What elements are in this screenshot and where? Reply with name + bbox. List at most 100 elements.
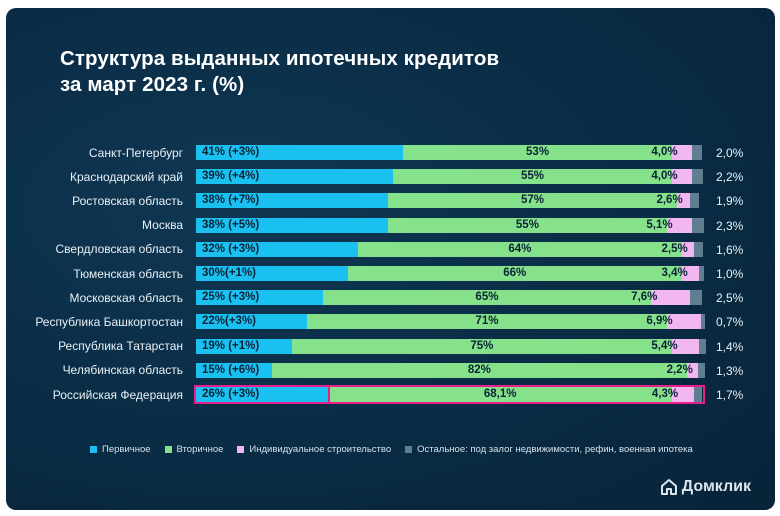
other-value-label: 0,7% — [716, 315, 744, 330]
primary-value-label: 30%(+1%) — [202, 267, 257, 279]
individual-bar — [681, 266, 699, 281]
other-bar — [691, 145, 702, 160]
primary-value-label: 38% (+5%) — [202, 218, 260, 231]
other-bar — [689, 193, 700, 209]
secondary-value-label: 66% — [503, 267, 527, 279]
legend-label: Индивидуальное строительство — [249, 443, 392, 455]
other-bar — [698, 266, 704, 281]
legend-label: Первичное — [102, 443, 151, 455]
individual-value-label: 2,2% — [666, 363, 693, 376]
individual-bar — [671, 145, 692, 160]
primary-bar — [196, 145, 404, 160]
individual-value-label: 4,0% — [651, 146, 678, 158]
highlight-divider — [327, 386, 330, 403]
other-value-label: 1,6% — [716, 242, 744, 257]
category-label: Ростовская область — [72, 193, 183, 208]
individual-value-label: 4,3% — [651, 388, 679, 400]
secondary-bar — [393, 169, 672, 185]
primary-value-label: 25% (+3%) — [202, 291, 260, 304]
secondary-value-label: 75% — [470, 339, 494, 352]
secondary-value-label: 55% — [520, 170, 544, 183]
other-bar — [691, 169, 703, 185]
category-label: Московская область — [69, 290, 183, 305]
legend-item: Первичное — [90, 444, 151, 455]
category-label: Челябинская область — [62, 363, 183, 378]
other-value-label: 2,2% — [716, 170, 744, 185]
other-bar — [693, 387, 703, 402]
individual-bar — [666, 314, 702, 330]
primary-bar — [196, 241, 358, 257]
secondary-value-label: 57% — [520, 194, 544, 207]
individual-value-label: 5,4% — [651, 339, 678, 352]
other-value-label: 1,0% — [716, 267, 744, 281]
secondary-value-label: 64% — [508, 242, 532, 255]
secondary-bar — [271, 362, 687, 378]
other-value-label: 1,7% — [716, 388, 744, 402]
primary-value-label: 41% (+3%) — [202, 146, 260, 158]
individual-bar — [672, 387, 694, 402]
other-bar — [694, 241, 703, 257]
individual-bar — [671, 338, 699, 354]
primary-bar — [196, 217, 389, 233]
brand-name: Домклик — [681, 478, 751, 495]
chart-legend: Первичное Вторичное Индивидуальное строите… — [90, 442, 707, 456]
secondary-bar — [327, 387, 673, 402]
legend-item: Вторичное — [164, 443, 224, 455]
legend-swatch — [405, 445, 413, 453]
other-value-label: 1,9% — [716, 194, 744, 209]
chart-title: Структура выданных ипотечных кредитов за … — [60, 47, 500, 96]
other-bar — [697, 362, 705, 378]
highlight-outline — [194, 385, 705, 404]
secondary-bar — [388, 193, 677, 209]
primary-bar — [196, 169, 394, 185]
category-label: Москва — [142, 218, 183, 233]
primary-bar — [196, 387, 328, 402]
category-label: Республика Татарстан — [58, 339, 183, 354]
house-icon — [660, 479, 677, 495]
secondary-bar — [292, 338, 672, 354]
secondary-value-label: 53% — [526, 146, 550, 158]
chart-card: Структура выданных ипотечных кредитов за … — [6, 8, 775, 510]
legend-label: Остальное: под залог недвижимости, рефин… — [417, 443, 693, 455]
primary-value-label: 19% (+1%) — [202, 339, 260, 352]
secondary-bar — [307, 314, 667, 330]
other-value-label: 2,5% — [716, 291, 744, 306]
individual-value-label: 5,1% — [646, 218, 673, 231]
category-label: Свердловская область — [55, 242, 183, 257]
other-value-label: 2,0% — [716, 146, 744, 160]
primary-value-label: 26% (+3%) — [202, 388, 260, 400]
secondary-value-label: 68,1% — [483, 388, 517, 400]
legend-item: Индивидуальное строительство — [237, 444, 391, 455]
category-label: Российская Федерация — [52, 387, 183, 402]
primary-bar — [196, 314, 308, 330]
individual-value-label: 3,4% — [661, 267, 688, 279]
individual-value-label: 6,9% — [646, 315, 673, 328]
category-label: Республика Башкортостан — [35, 314, 183, 329]
brand-logo: Домклик — [660, 478, 751, 496]
primary-bar — [196, 266, 348, 281]
primary-bar — [196, 193, 389, 209]
category-label: Краснодарский край — [69, 169, 183, 184]
secondary-bar — [388, 217, 667, 233]
individual-value-label: 2,6% — [656, 194, 683, 207]
category-label: Санкт-Петербург — [88, 145, 183, 160]
individual-bar — [676, 193, 690, 209]
individual-bar — [681, 241, 695, 257]
legend-label: Вторичное — [176, 443, 224, 455]
individual-value-label: 2,5% — [661, 242, 688, 255]
primary-value-label: 38% (+7%) — [202, 194, 260, 207]
secondary-value-label: 55% — [515, 218, 539, 231]
category-label: Тюменская область — [73, 266, 183, 281]
secondary-value-label: 65% — [475, 291, 499, 304]
individual-bar — [666, 217, 693, 233]
secondary-bar — [403, 145, 672, 160]
primary-value-label: 32% (+3%) — [202, 242, 260, 255]
individual-bar — [686, 362, 698, 378]
secondary-bar — [347, 266, 682, 281]
legend-swatch — [237, 445, 245, 453]
other-value-label: 2,3% — [716, 218, 744, 233]
individual-value-label: 4,0% — [651, 170, 678, 183]
other-value-label: 1,3% — [716, 363, 744, 378]
secondary-bar — [322, 290, 652, 306]
primary-value-label: 22%(+3%) — [202, 315, 257, 328]
